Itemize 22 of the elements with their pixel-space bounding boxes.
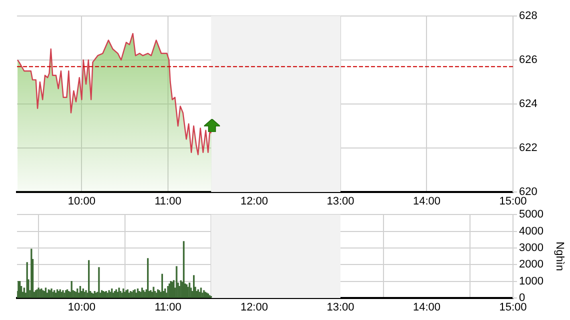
x-tick-label: 12:00 [240, 302, 268, 314]
y-tick-label: 628 [519, 10, 538, 22]
x-tick-label: 15:00 [499, 302, 527, 314]
y-tick-label: 622 [519, 142, 538, 154]
x-tick-label: 10:00 [68, 302, 96, 314]
x-tick-label: 14:00 [412, 196, 441, 208]
x-tick-label: 15:00 [499, 196, 527, 208]
y-tick-label: 5000 [519, 208, 544, 221]
y-tick-label: 626 [519, 54, 538, 66]
x-tick-label: 11:00 [154, 196, 182, 208]
x-tick-label: 13:00 [326, 196, 354, 208]
x-tick-label: 12:00 [240, 196, 268, 208]
x-tick-label: 13:00 [326, 302, 354, 314]
x-tick-label: 11:00 [154, 302, 182, 314]
y-tick-label: 4000 [519, 225, 544, 238]
y-tick-label: 1000 [519, 275, 544, 288]
y-tick-label: 3000 [519, 242, 544, 254]
y-axis-title: Nghìn [553, 242, 566, 271]
x-tick-label: 14:00 [412, 302, 441, 314]
y-tick-label: 624 [519, 98, 538, 110]
y-tick-label: 2000 [519, 258, 544, 271]
x-tick-label: 10:00 [68, 196, 96, 208]
